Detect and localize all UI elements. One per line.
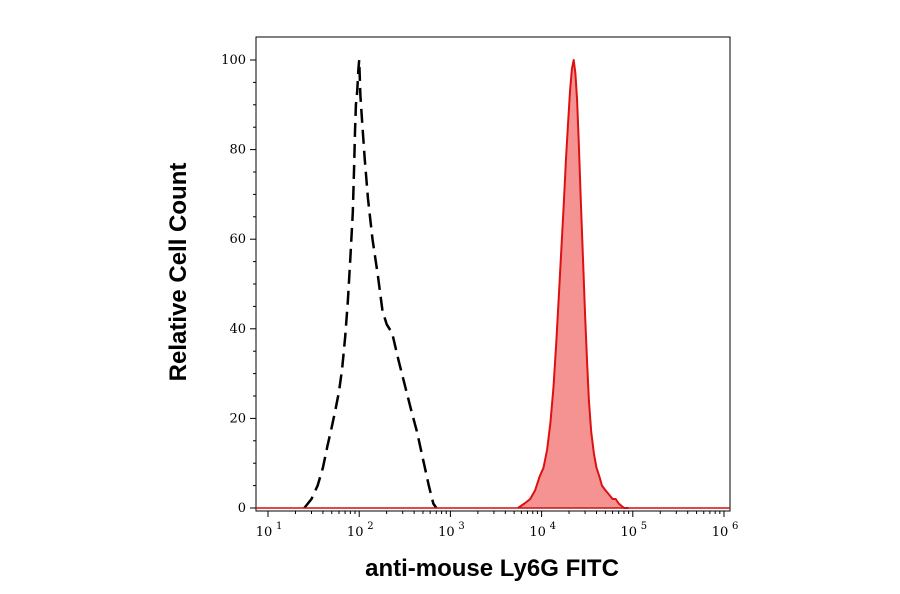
plot-frame — [255, 36, 731, 512]
y-axis-title: Relative Cell Count — [165, 163, 192, 382]
x-tick-exponent: 3 — [458, 521, 464, 532]
x-tick-exponent: 6 — [732, 521, 738, 532]
x-axis: 10 1 10 2 10 3 10 4 10 5 10 6 — [256, 511, 738, 540]
series-fill-1 — [517, 60, 629, 508]
y-axis: 0 20 40 60 80 100 — [221, 53, 256, 516]
x-tick-label: 10 — [529, 525, 546, 540]
x-tick-label: 10 — [438, 525, 455, 540]
y-tick-label: 100 — [221, 53, 246, 68]
x-tick-exponent: 5 — [641, 521, 647, 532]
x-axis-title: anti-mouse Ly6G FITC — [365, 555, 619, 582]
y-tick-label: 80 — [229, 143, 246, 158]
x-tick-exponent: 1 — [276, 521, 282, 532]
y-tick-label: 0 — [238, 501, 246, 516]
x-tick-label: 10 — [347, 525, 364, 540]
series-layer — [256, 58, 730, 509]
x-tick-label: 10 — [621, 525, 638, 540]
y-tick-label: 40 — [229, 322, 246, 337]
series-line-0 — [303, 58, 438, 509]
x-tick-exponent: 4 — [550, 521, 556, 532]
x-tick-label: 10 — [256, 525, 273, 540]
y-tick-label: 60 — [229, 232, 246, 247]
series-line-1 — [517, 59, 629, 509]
x-tick-exponent: 2 — [367, 521, 373, 532]
x-tick-label: 10 — [712, 525, 729, 540]
y-tick-label: 20 — [229, 411, 246, 426]
